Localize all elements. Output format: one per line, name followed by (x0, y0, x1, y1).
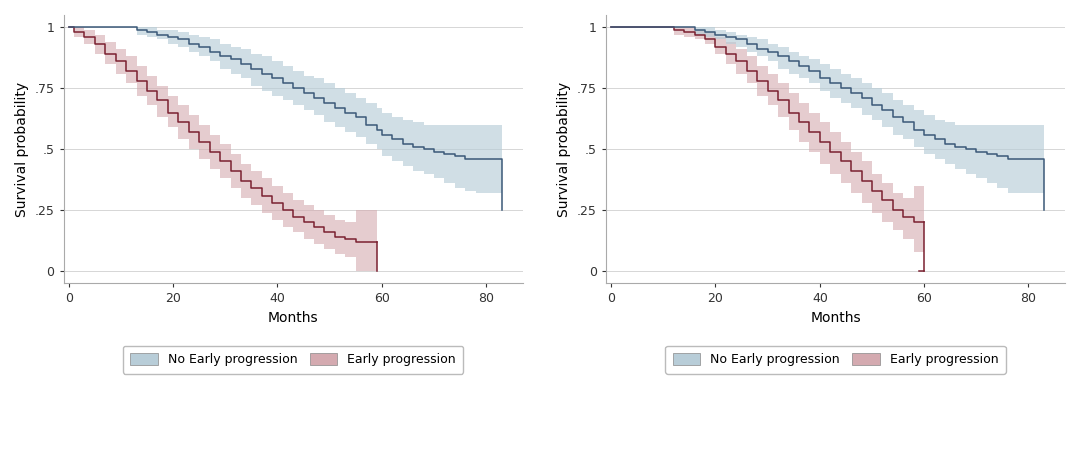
Legend: No Early progression, Early progression: No Early progression, Early progression (123, 346, 463, 374)
Y-axis label: Survival probability: Survival probability (15, 82, 29, 217)
X-axis label: Months: Months (268, 311, 319, 325)
X-axis label: Months: Months (810, 311, 861, 325)
Legend: No Early progression, Early progression: No Early progression, Early progression (665, 346, 1005, 374)
Y-axis label: Survival probability: Survival probability (557, 82, 571, 217)
